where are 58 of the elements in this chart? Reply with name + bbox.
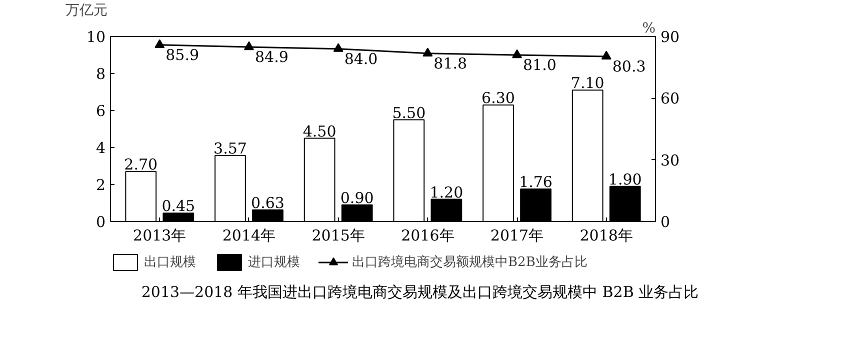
y-axis-title: 万亿元 bbox=[66, 2, 108, 18]
legend-label: 出口规模 bbox=[144, 254, 196, 271]
y-tick-label: 8 bbox=[96, 65, 106, 83]
data-label: 3.57 bbox=[214, 139, 247, 158]
data-label: 85.9 bbox=[166, 46, 200, 64]
point bbox=[512, 49, 522, 58]
legend-label: 出口跨境电商交易额规模中B2B业务占比 bbox=[352, 254, 588, 271]
x-tick-label: 2013年 bbox=[133, 226, 186, 244]
data-label: 84.0 bbox=[344, 50, 378, 68]
point bbox=[601, 50, 612, 60]
y2-tick-label: 0 bbox=[660, 213, 670, 231]
y2-tick-label: 30 bbox=[660, 151, 680, 170]
y-tick-label: 0 bbox=[96, 213, 106, 231]
y-tick-label: 10 bbox=[86, 28, 106, 46]
data-label: 81.8 bbox=[434, 54, 468, 72]
x-tick-label: 2016年 bbox=[401, 226, 454, 244]
data-label: 6.30 bbox=[482, 88, 515, 107]
data-label: 7.10 bbox=[570, 74, 604, 92]
y2-tick-label: 60 bbox=[660, 90, 680, 108]
bar bbox=[162, 212, 194, 222]
x-tick-label: 2014年 bbox=[222, 226, 276, 244]
point bbox=[422, 48, 433, 56]
point bbox=[333, 43, 344, 52]
legend-label: 进口规模 bbox=[248, 254, 300, 271]
x-tick-label: 2017年 bbox=[490, 226, 544, 244]
data-label: 0.90 bbox=[340, 188, 374, 207]
data-label: 81.0 bbox=[523, 56, 556, 74]
text: 2013—2018 年我国进出口跨境电商交易规模及出口跨境交易规模中 B2B 业务占比 bbox=[141, 282, 699, 303]
point bbox=[154, 39, 165, 48]
bar bbox=[341, 204, 373, 222]
y-tick-label: 4 bbox=[96, 139, 106, 157]
bar bbox=[304, 138, 336, 222]
bar bbox=[430, 198, 462, 222]
bar bbox=[520, 188, 552, 222]
bar bbox=[609, 186, 641, 222]
y2-axis-title: % bbox=[642, 20, 656, 36]
y-tick-label: 6 bbox=[96, 102, 106, 120]
bar bbox=[252, 209, 284, 222]
bar bbox=[393, 119, 425, 222]
data-label: 84.9 bbox=[254, 48, 288, 66]
bar bbox=[214, 154, 246, 222]
bar bbox=[482, 104, 514, 222]
x-tick-label: 2018年 bbox=[580, 226, 633, 244]
data-label: 5.50 bbox=[392, 104, 426, 122]
data-label: 4.50 bbox=[302, 122, 336, 140]
y-tick-label: 2 bbox=[96, 176, 106, 194]
data-label: 2.70 bbox=[124, 156, 158, 174]
bar bbox=[572, 90, 604, 222]
y2-tick-label: 90 bbox=[660, 28, 680, 46]
x-tick-label: 2015年 bbox=[312, 226, 365, 244]
data-label: 1.20 bbox=[430, 183, 464, 202]
data-label: 1.90 bbox=[608, 170, 642, 188]
bar bbox=[125, 171, 157, 222]
data-label: 0.45 bbox=[162, 197, 196, 216]
data-label: 0.63 bbox=[251, 194, 284, 212]
point bbox=[244, 41, 254, 50]
data-label: 80.3 bbox=[612, 57, 646, 76]
data-label: 1.76 bbox=[519, 172, 552, 191]
